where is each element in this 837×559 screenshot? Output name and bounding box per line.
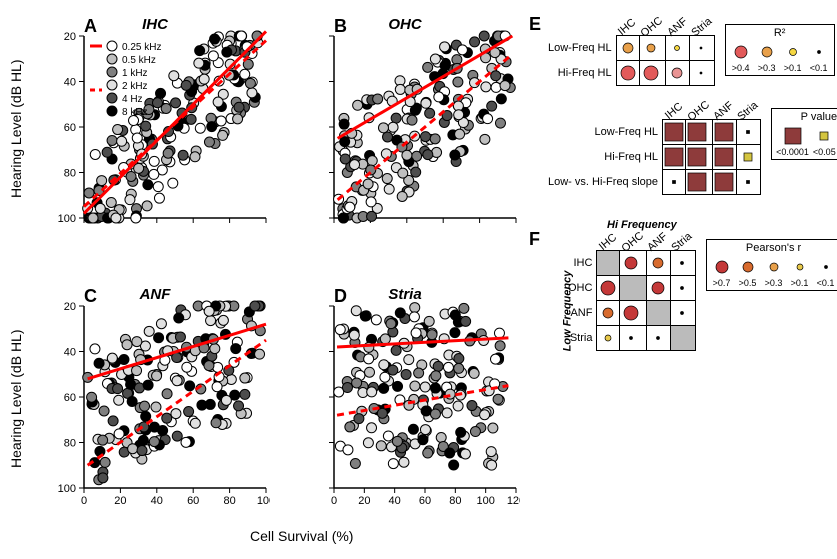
summary-panels: EIHCOHCANFStriaLow-Freq HLHi-Freq HLR²>0…: [527, 10, 827, 550]
p-matrix: IHCOHCANFStriaLow-Freq HLHi-Freq HLLow- …: [547, 104, 761, 195]
row-label: Low-Freq HL: [547, 36, 616, 61]
panel-b: BOHC: [290, 20, 520, 250]
svg-text:20: 20: [114, 495, 126, 507]
panel-title: IHC: [142, 16, 168, 33]
panel-label: F: [529, 229, 540, 250]
panel-label: B: [334, 16, 347, 37]
svg-text:1 kHz: 1 kHz: [122, 68, 148, 79]
panel-title: Stria: [388, 286, 421, 303]
panel-label: E: [529, 14, 541, 35]
svg-text:60: 60: [187, 495, 199, 507]
svg-text:100: 100: [58, 483, 76, 495]
pearson-matrix: IHCOHCANFStriaIHCOHCANFStria: [567, 235, 696, 351]
svg-text:80: 80: [223, 495, 235, 507]
scatter-svg: 0 20 40 60 80 100 120: [290, 290, 520, 520]
svg-text:60: 60: [419, 495, 431, 507]
svg-text:60: 60: [64, 122, 76, 134]
r2-matrix: IHCOHCANFStriaLow-Freq HLHi-Freq HL: [547, 20, 715, 86]
scatter-svg: 20 40 60 80 100 0.25 kHz 0.5 kHz 1 kHz 2 kHz 4 Hz…: [40, 20, 270, 250]
panel-title: ANF: [140, 286, 171, 303]
scatter-svg: [290, 20, 520, 250]
y-axis-label: Hearing Level (dB HL): [8, 329, 24, 468]
svg-text:120: 120: [507, 495, 520, 507]
panel-label: D: [334, 286, 347, 307]
svg-text:20: 20: [64, 31, 76, 43]
svg-text:40: 40: [389, 495, 401, 507]
svg-text:0.25 kHz: 0.25 kHz: [122, 42, 161, 53]
figure-root: A IHC 20 40 60 80 100 0.25 kHz 0.5 kHz 1 kHz 2 kHz…: [10, 10, 827, 550]
pearson-legend: Pearson's r>0.7>0.5>0.3>0.1<0.1: [706, 239, 837, 291]
svg-text:40: 40: [64, 77, 76, 89]
svg-text:40: 40: [151, 495, 163, 507]
svg-text:0: 0: [81, 495, 87, 507]
svg-text:4 Hz: 4 Hz: [122, 94, 143, 105]
svg-text:20: 20: [358, 495, 370, 507]
panel-title: OHC: [388, 16, 421, 33]
svg-text:80: 80: [64, 168, 76, 180]
svg-text:20: 20: [64, 301, 76, 313]
panel-c: CANF20406080100020406080100: [40, 290, 270, 520]
hi-freq-label: Hi Frequency: [607, 219, 677, 231]
svg-text:100: 100: [58, 213, 76, 225]
row-label: Low- vs. Hi-Freq slope: [547, 170, 663, 195]
p-legend: P value<0.0001<0.05n.s.: [771, 108, 837, 160]
panel-e: EIHCOHCANFStriaLow-Freq HLHi-Freq HLR²>0…: [547, 20, 827, 195]
row-label: Low-Freq HL: [547, 120, 663, 145]
row-label: Hi-Freq HL: [547, 61, 616, 86]
svg-text:100: 100: [257, 495, 270, 507]
panel-f: FHi FrequencyLow FrequencyIHCOHCANFStria…: [547, 235, 827, 351]
panel-label: C: [84, 286, 97, 307]
x-axis-label: Cell Survival (%): [250, 528, 353, 544]
svg-text:40: 40: [64, 347, 76, 359]
row-label: Hi-Freq HL: [547, 145, 663, 170]
lo-freq-label: Low Frequency: [561, 271, 573, 352]
svg-text:100: 100: [476, 495, 494, 507]
y-axis-label: Hearing Level (dB HL): [8, 59, 24, 198]
svg-text:0.5 kHz: 0.5 kHz: [122, 55, 156, 66]
svg-text:60: 60: [64, 392, 76, 404]
svg-text:80: 80: [449, 495, 461, 507]
panel-d: DStria020406080100120: [290, 290, 520, 520]
svg-text:2 kHz: 2 kHz: [122, 81, 148, 92]
svg-text:8 kHz: 8 kHz: [122, 107, 148, 118]
scatter-panels: A IHC 20 40 60 80 100 0.25 kHz 0.5 kHz 1 kHz 2 kHz…: [10, 10, 519, 550]
panel-a: AIHC204060801000.25 kHz0.5 kHz1 kHz2 kHz…: [40, 20, 270, 250]
svg-text:0: 0: [331, 495, 337, 507]
svg-text:80: 80: [64, 438, 76, 450]
r2-legend: R²>0.4>0.3>0.1<0.1: [725, 24, 835, 76]
scatter-svg: 20 40 60 80 100 0 20 40 60 80 100: [40, 290, 270, 520]
panel-label: A: [84, 16, 97, 37]
